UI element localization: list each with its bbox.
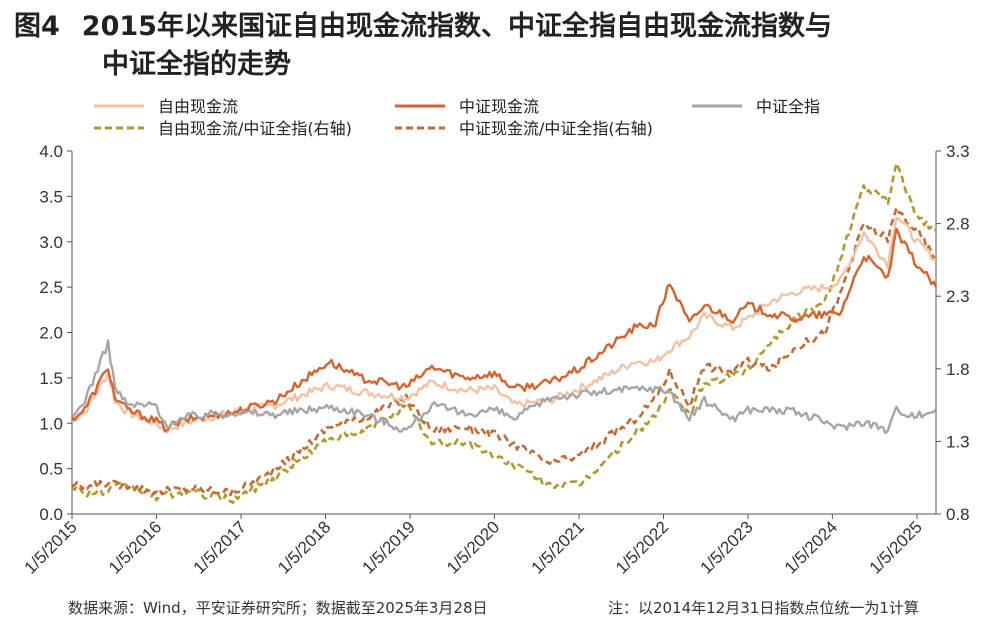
y-left-tick-label: 3.0 <box>39 233 63 252</box>
series-line <box>71 216 937 434</box>
legend-label: 中证现金流/中证全指(右轴) <box>459 119 653 138</box>
y-left-tick-label: 2.0 <box>39 324 63 343</box>
x-tick-label: 1/5/2018 <box>274 517 334 577</box>
y-left-tick-label: 1.5 <box>39 369 63 388</box>
y-left-tick-label: 1.0 <box>39 414 63 433</box>
figure-title: 图4 2015年以来国证自由现金流指数、中证全指自由现金流指数与 中证全指的走势 <box>14 8 832 84</box>
title-line-1: 2015年以来国证自由现金流指数、中证全指自由现金流指数与 <box>81 11 832 42</box>
y-left-tick-label: 0.0 <box>39 505 63 524</box>
x-tick-label: 1/5/2021 <box>528 517 588 577</box>
series-line <box>71 227 938 432</box>
legend-label: 中证全指 <box>756 97 820 116</box>
y-left-tick-label: 0.5 <box>39 460 63 479</box>
x-tick-label: 1/5/2020 <box>443 517 503 577</box>
x-tick-label: 1/5/2017 <box>190 517 250 577</box>
y-left-tick-label: 4.0 <box>39 142 63 161</box>
figure-number: 图4 <box>14 11 60 42</box>
x-tick-label: 1/5/2015 <box>21 517 81 577</box>
y-right-tick-label: 0.8 <box>946 505 970 524</box>
series-line <box>71 206 937 497</box>
y-right-tick-label: 2.3 <box>946 287 970 306</box>
x-tick-label: 1/5/2016 <box>105 517 165 577</box>
y-right-tick-label: 3.3 <box>946 142 970 161</box>
x-tick-label: 1/5/2024 <box>781 517 841 577</box>
y-left-tick-label: 2.5 <box>39 278 63 297</box>
calculation-note: 注：以2014年12月31日指数点位统一为1计算 <box>608 599 919 617</box>
title-line-2: 中证全指的走势 <box>102 49 291 80</box>
x-tick-label: 1/5/2022 <box>612 517 672 577</box>
legend-label: 自由现金流/中证全指(右轴) <box>158 119 352 138</box>
legend-label: 中证现金流 <box>459 97 539 116</box>
x-tick-label: 1/5/2023 <box>697 517 757 577</box>
y-right-tick-label: 1.8 <box>946 360 970 379</box>
x-tick-label: 1/5/2025 <box>866 517 926 577</box>
y-right-tick-label: 2.8 <box>946 215 970 234</box>
y-left-tick-label: 3.5 <box>39 187 63 206</box>
data-source-note: 数据来源：Wind，平安证券研究所；数据截至2025年3月28日 <box>68 599 488 617</box>
x-tick-label: 1/5/2019 <box>359 517 419 577</box>
series-line <box>71 339 937 435</box>
series-line <box>71 162 938 505</box>
y-right-tick-label: 1.3 <box>946 432 970 451</box>
legend-label: 自由现金流 <box>158 97 238 116</box>
